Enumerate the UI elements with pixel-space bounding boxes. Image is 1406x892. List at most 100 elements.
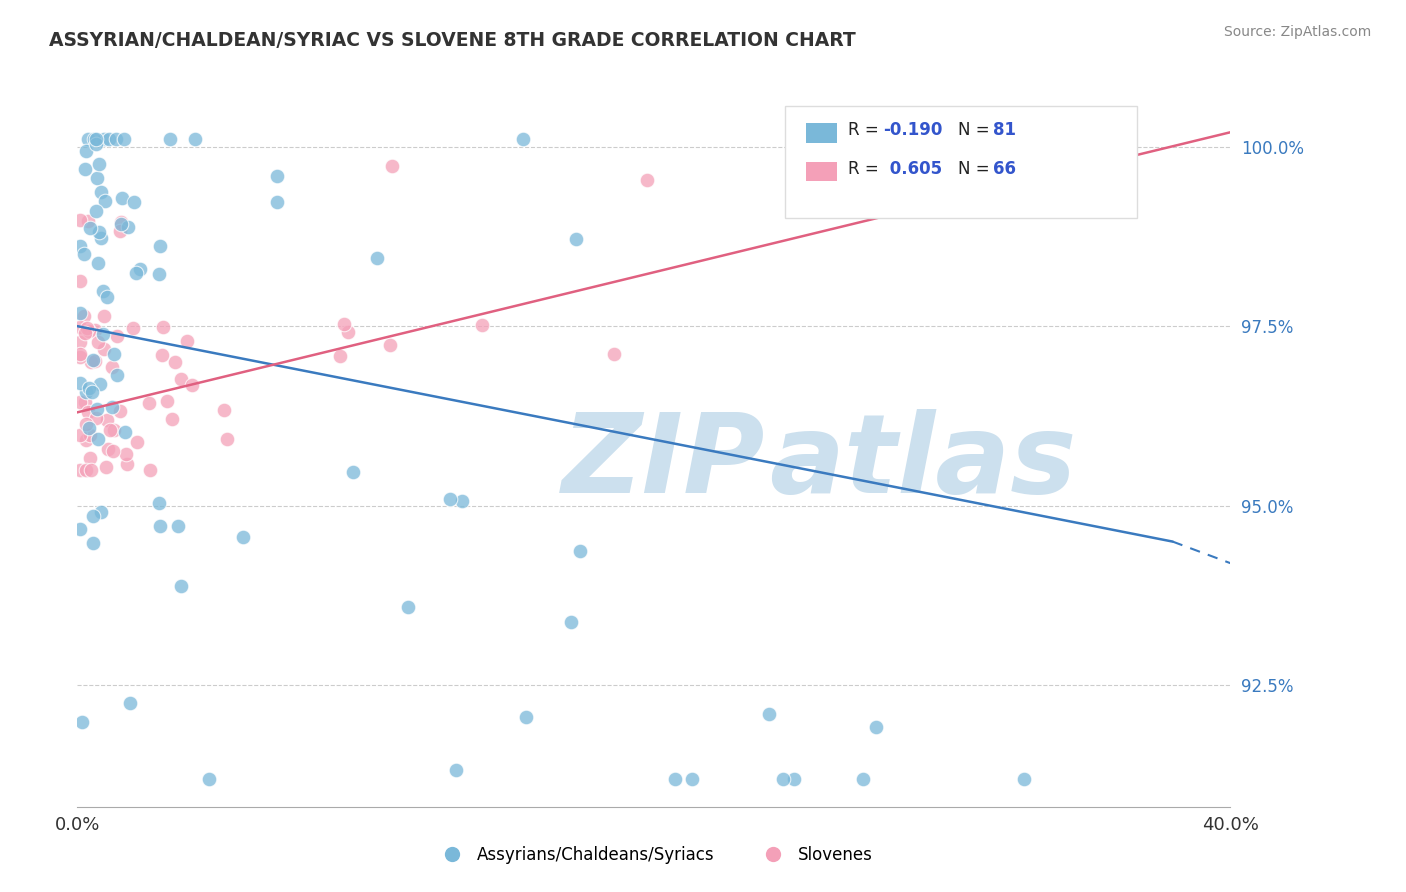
Point — [69, 319, 91, 334]
Point — [80, 355, 103, 369]
Point — [758, 707, 780, 722]
Point — [381, 159, 404, 173]
Point — [91, 284, 114, 298]
Point — [337, 326, 360, 340]
Point — [560, 615, 582, 629]
Point — [149, 519, 172, 533]
Point — [110, 215, 132, 229]
Text: 81: 81 — [993, 121, 1017, 139]
Point — [83, 132, 105, 146]
Point — [664, 772, 686, 786]
Point — [332, 317, 354, 331]
Point — [198, 772, 221, 786]
Text: 66: 66 — [993, 160, 1017, 178]
Point — [79, 427, 101, 442]
Point — [75, 463, 97, 477]
Point — [84, 354, 107, 368]
Point — [87, 256, 110, 270]
Point — [772, 772, 794, 786]
Text: R =: R = — [848, 121, 884, 139]
Point — [180, 378, 202, 392]
Point — [636, 173, 658, 187]
Point — [110, 217, 132, 231]
Point — [152, 319, 174, 334]
Point — [163, 355, 186, 369]
Point — [212, 402, 235, 417]
Point — [87, 334, 110, 349]
Point — [122, 321, 145, 335]
Point — [82, 385, 104, 400]
Point — [101, 401, 124, 415]
Point — [105, 368, 128, 383]
Point — [512, 132, 534, 146]
Point — [69, 239, 91, 253]
Point — [176, 334, 198, 348]
Point — [110, 403, 132, 417]
Legend: Assyrians/Chaldeans/Syriacs, Slovenes: Assyrians/Chaldeans/Syriacs, Slovenes — [429, 839, 879, 871]
Point — [94, 194, 117, 208]
Point — [69, 463, 91, 477]
Point — [852, 772, 875, 786]
Point — [69, 395, 91, 409]
Text: ASSYRIAN/CHALDEAN/SYRIAC VS SLOVENE 8TH GRADE CORRELATION CHART: ASSYRIAN/CHALDEAN/SYRIAC VS SLOVENE 8TH … — [49, 31, 856, 50]
Point — [471, 318, 494, 333]
Point — [77, 421, 100, 435]
Point — [1104, 132, 1126, 146]
Point — [75, 385, 97, 400]
Point — [69, 213, 91, 227]
Point — [396, 599, 419, 614]
Point — [76, 321, 98, 335]
Point — [378, 338, 401, 352]
Point — [783, 772, 806, 786]
Point — [790, 132, 813, 146]
Point — [266, 169, 288, 184]
Point — [69, 350, 91, 364]
Point — [79, 220, 101, 235]
Point — [77, 405, 100, 419]
Point — [82, 535, 104, 549]
Point — [184, 132, 207, 146]
Point — [69, 334, 91, 349]
Point — [93, 342, 115, 356]
Point — [94, 460, 117, 475]
Text: atlas: atlas — [769, 409, 1077, 516]
Point — [87, 157, 110, 171]
Point — [73, 247, 96, 261]
Text: R =: R = — [848, 160, 884, 178]
Point — [681, 772, 703, 786]
Point — [69, 427, 91, 442]
Point — [96, 413, 118, 427]
Point — [75, 326, 97, 340]
Point — [160, 411, 183, 425]
Point — [96, 290, 118, 304]
Point — [103, 423, 125, 437]
Point — [122, 195, 145, 210]
Point — [80, 463, 103, 477]
Point — [90, 505, 112, 519]
Point — [150, 348, 173, 362]
Point — [117, 457, 139, 471]
Point — [73, 309, 96, 323]
Point — [86, 170, 108, 185]
Point — [90, 230, 112, 244]
Point — [69, 347, 91, 361]
Point — [114, 425, 136, 439]
Point — [84, 411, 107, 425]
Point — [91, 326, 114, 341]
Point — [82, 508, 104, 523]
Point — [118, 696, 141, 710]
Point — [105, 329, 128, 343]
Point — [86, 402, 108, 417]
Point — [515, 709, 537, 723]
Point — [117, 219, 139, 234]
Point — [366, 252, 388, 266]
Point — [156, 394, 179, 409]
Point — [125, 435, 148, 450]
Text: N =: N = — [957, 160, 995, 178]
Point — [342, 465, 364, 479]
Text: 0.605: 0.605 — [883, 160, 942, 178]
Point — [77, 324, 100, 338]
Point — [69, 305, 91, 319]
Point — [112, 132, 135, 146]
Text: ZIP: ZIP — [561, 409, 765, 516]
